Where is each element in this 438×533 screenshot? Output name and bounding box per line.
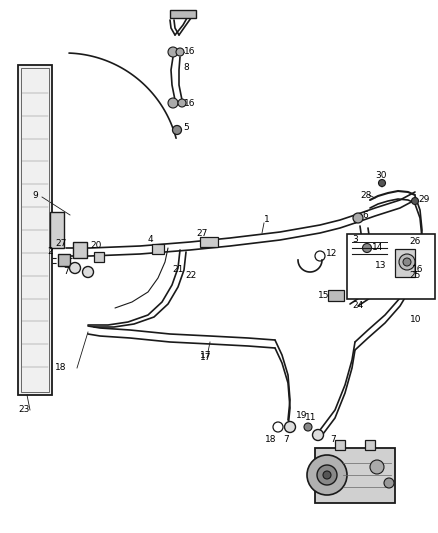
Bar (73, 242, 87, 258)
Bar (335, 440, 345, 450)
Text: 7: 7 (330, 435, 336, 445)
Circle shape (307, 455, 347, 495)
Text: 15: 15 (318, 290, 329, 300)
Bar (347, 234, 435, 299)
Text: 8: 8 (183, 63, 189, 72)
Text: 2: 2 (47, 247, 53, 256)
Bar (365, 440, 375, 450)
Circle shape (411, 198, 418, 205)
Circle shape (70, 262, 81, 273)
Text: 23: 23 (18, 406, 29, 415)
Circle shape (403, 265, 413, 274)
Bar (94, 252, 104, 262)
Bar (170, 10, 196, 18)
Text: 27: 27 (55, 238, 67, 247)
Circle shape (384, 478, 394, 488)
Text: 14: 14 (372, 243, 383, 252)
Circle shape (168, 47, 178, 57)
Text: 22: 22 (185, 271, 196, 279)
Text: 13: 13 (375, 261, 386, 270)
Text: 16: 16 (184, 99, 195, 108)
Bar (328, 290, 344, 301)
Text: 19: 19 (296, 410, 307, 419)
Text: 1: 1 (264, 215, 270, 224)
Bar (395, 249, 415, 277)
Circle shape (173, 125, 181, 134)
Text: 20: 20 (90, 240, 101, 249)
Bar (58, 254, 70, 266)
Text: 18: 18 (55, 364, 67, 373)
Bar (315, 448, 395, 503)
Circle shape (304, 423, 312, 431)
Circle shape (403, 258, 411, 266)
Text: 18: 18 (265, 435, 276, 445)
Circle shape (323, 471, 331, 479)
Circle shape (353, 213, 363, 223)
Text: 29: 29 (418, 196, 429, 205)
Circle shape (312, 430, 324, 440)
Bar (152, 244, 164, 254)
Text: 17: 17 (200, 351, 212, 360)
Text: 27: 27 (196, 229, 207, 238)
Circle shape (82, 266, 93, 278)
Text: 5: 5 (183, 124, 189, 133)
Bar (200, 237, 218, 247)
Text: 26: 26 (409, 238, 420, 246)
Bar (21, 68, 49, 392)
Circle shape (378, 180, 385, 187)
Text: 16: 16 (184, 47, 195, 56)
Text: 10: 10 (410, 316, 421, 325)
Bar (18, 65, 52, 395)
Circle shape (363, 244, 371, 253)
Text: 17: 17 (200, 353, 212, 362)
Circle shape (176, 48, 184, 56)
Circle shape (168, 98, 178, 108)
Text: 16: 16 (412, 265, 424, 274)
Text: 4: 4 (148, 236, 154, 245)
Text: 12: 12 (326, 248, 337, 257)
Circle shape (317, 465, 337, 485)
Text: 24: 24 (352, 302, 363, 311)
Circle shape (285, 422, 296, 432)
Text: 21: 21 (172, 265, 184, 274)
Text: 28: 28 (360, 190, 371, 199)
Circle shape (399, 254, 415, 270)
Bar (50, 212, 64, 248)
Text: 11: 11 (305, 414, 317, 423)
Text: 30: 30 (375, 171, 386, 180)
Circle shape (178, 99, 186, 107)
Text: 6: 6 (362, 211, 368, 220)
Text: 7: 7 (283, 435, 289, 445)
Text: 3: 3 (352, 235, 358, 244)
Circle shape (370, 460, 384, 474)
Text: 25: 25 (409, 271, 420, 280)
Text: 9: 9 (32, 190, 38, 199)
Text: 7: 7 (63, 268, 69, 277)
